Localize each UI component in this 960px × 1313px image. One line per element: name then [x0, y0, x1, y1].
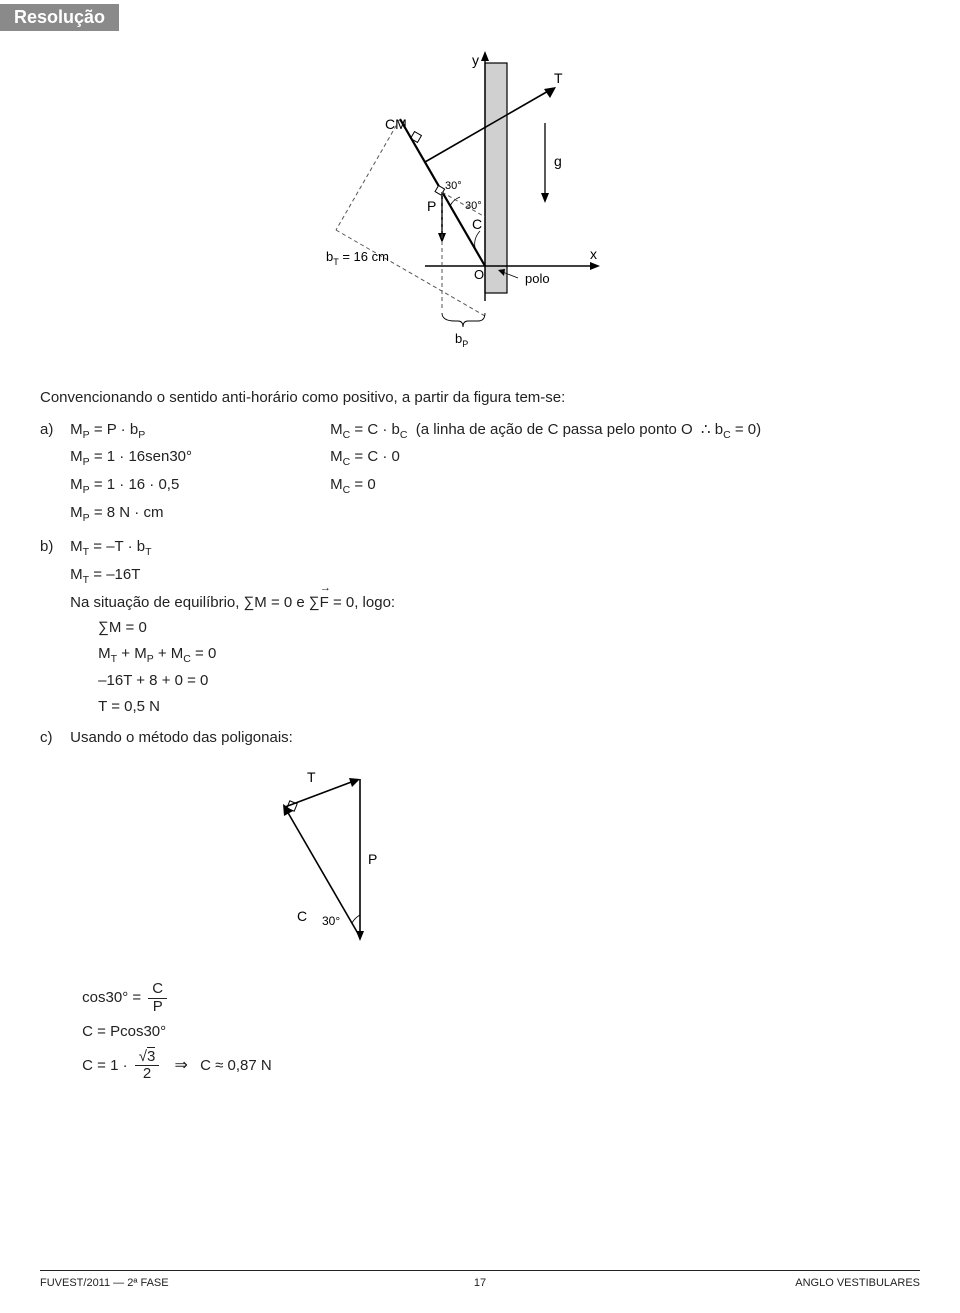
item-c-label: c) [40, 725, 66, 751]
a-right-0: MC = C · bC (a linha de ação de C passa … [330, 417, 890, 445]
fig2-C: C [297, 908, 307, 924]
c-eq3-result: C ≈ 0,87 N [200, 1057, 272, 1074]
b-line-0: MT = –T · bT [70, 534, 890, 562]
a-right-2: MC = 0 [330, 472, 890, 500]
c-intro: Usando o método das poligonais: [70, 725, 890, 751]
C-label: C [472, 216, 482, 232]
b-bottom-3: T = 0,5 N [98, 694, 890, 720]
a-left-1: MP = 1 · 16sen30° [70, 444, 330, 472]
a-left-3: MP = 8 N · cm [70, 500, 330, 528]
implies-icon: ⇒ [175, 1052, 188, 1079]
figure-1: y x polo O CM T g P C 30° 30° [40, 51, 920, 365]
CM-label: CM [385, 116, 407, 132]
page-footer: FUVEST/2011 — 2ª FASE 17 ANGLO VESTIBULA… [40, 1270, 920, 1289]
c-eq1-lhs: cos30° = [82, 989, 141, 1006]
item-a: a) MP = P · bP MP = 1 · 16sen30° MP = 1 … [40, 417, 920, 528]
a-left-0: MP = P · bP [70, 417, 330, 445]
footer-page-number: 17 [474, 1277, 486, 1289]
item-a-label: a) [40, 417, 66, 443]
c-eq2: C = Pcos30° [82, 1019, 890, 1045]
fig1-svg: y x polo O CM T g P C 30° 30° [300, 51, 660, 361]
item-a-left-col: MP = P · bP MP = 1 · 16sen30° MP = 1 · 1… [70, 417, 330, 528]
item-b-label: b) [40, 534, 66, 560]
b-bottom-0: ∑M = 0 [98, 615, 890, 641]
convention-text: Convencionando o sentido anti-horário co… [40, 385, 920, 411]
polo-label: polo [525, 271, 550, 286]
x-axis-label: x [590, 246, 597, 262]
P-label: P [427, 198, 436, 214]
footer-left: FUVEST/2011 — 2ª FASE [40, 1277, 169, 1289]
item-b: b) MT = –T · bT MT = –16T Na situação de… [40, 534, 920, 720]
a-right-1: MC = C · 0 [330, 444, 890, 472]
c-eq3-den: 2 [135, 1066, 160, 1083]
bt-label: bT = 16 cm [326, 249, 389, 267]
fig2-svg: P C T 30° [250, 769, 410, 949]
angle1-label: 30° [445, 180, 462, 192]
b-equilibrio: Na situação de equilíbrio, ∑M = 0 e ∑F =… [70, 590, 890, 616]
c-eq3-num: √3 [135, 1049, 160, 1067]
a-left-2: MP = 1 · 16 · 0,5 [70, 472, 330, 500]
O-label: O [474, 267, 484, 282]
figure-2: P C T 30° [250, 769, 890, 958]
b-bottom-2: –16T + 8 + 0 = 0 [98, 668, 890, 694]
c-eq1-num: C [148, 981, 167, 999]
item-c: c) Usando o método das poligonais: P C T [40, 725, 920, 1087]
g-label: g [554, 153, 562, 169]
c-eq1: cos30° = C P [82, 981, 890, 1015]
b-bottom-1: MT + MP + MC = 0 [98, 641, 890, 669]
resolucao-badge: Resolução [0, 4, 119, 31]
T-label: T [554, 70, 563, 86]
c-eq1-den: P [148, 999, 167, 1016]
footer-right: ANGLO VESTIBULARES [795, 1277, 920, 1289]
c-eq3: C = 1 · √3 2 ⇒ C ≈ 0,87 N [82, 1049, 890, 1083]
b-line-1: MT = –16T [70, 562, 890, 590]
y-axis-label: y [472, 52, 479, 68]
item-a-right-col: MC = C · bC (a linha de ação de C passa … [330, 417, 890, 528]
c-eq3-lhs: C = 1 · [82, 1057, 132, 1074]
fig2-T: T [307, 769, 316, 785]
bp-label: bP [455, 331, 468, 349]
fig2-P: P [368, 851, 377, 867]
fig2-angle: 30° [322, 914, 340, 928]
